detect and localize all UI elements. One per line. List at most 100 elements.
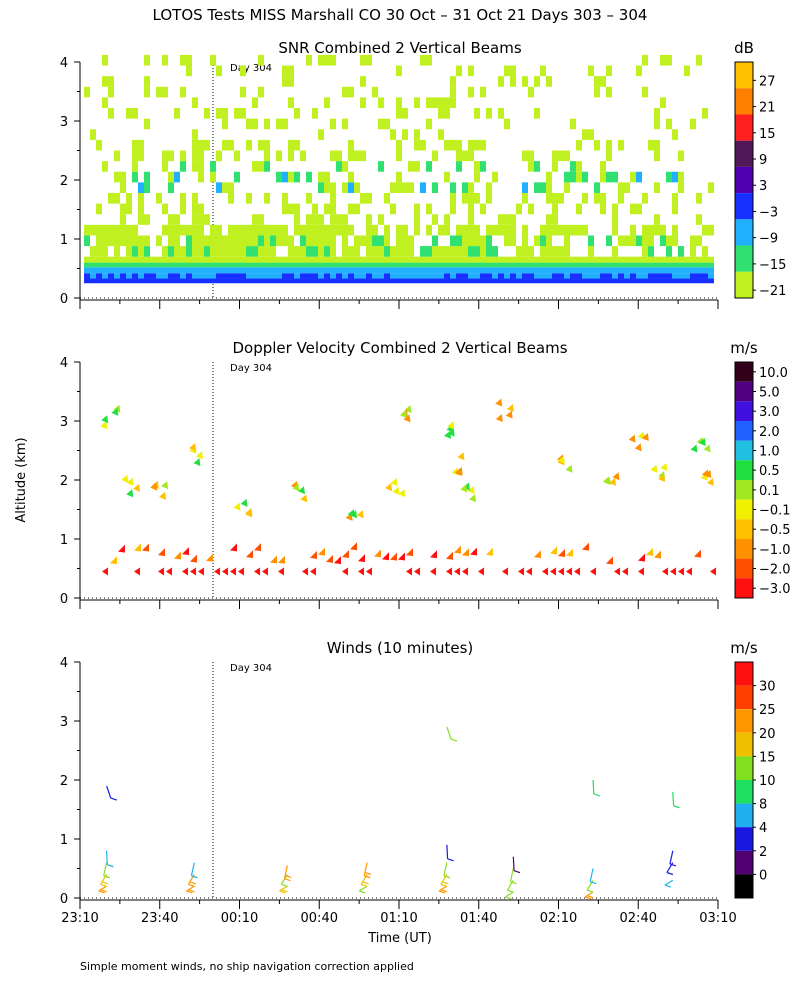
snr-cell — [486, 192, 492, 204]
colorbar-swatch — [735, 756, 753, 780]
snr-cell — [558, 267, 564, 274]
snr-cell — [396, 235, 402, 247]
snr-cell — [600, 278, 606, 284]
wind-barb-flag — [443, 875, 451, 879]
snr-cell — [234, 273, 240, 279]
snr-cell — [312, 262, 318, 268]
snr-cell — [594, 86, 600, 98]
y-tick-label: 0 — [60, 292, 68, 307]
snr-cell — [372, 256, 378, 263]
doppler-mark — [398, 552, 405, 561]
snr-cell — [162, 278, 168, 284]
snr-cell — [528, 150, 534, 162]
snr-cell — [174, 267, 180, 274]
panel-2: 0 1 2 3 4 Day 304 10.0 5.0 3.0 2.0 1.0 0.5 0.1 −0.1 −0… — [60, 356, 791, 609]
wind-barb-flag — [438, 890, 446, 894]
snr-cell — [462, 267, 468, 274]
snr-cell — [330, 235, 336, 247]
snr-cell — [522, 150, 528, 162]
doppler-mark — [404, 405, 412, 414]
wind-barb-flag — [107, 864, 114, 868]
snr-cell — [474, 139, 480, 151]
colorbar-swatch — [735, 219, 753, 246]
snr-cell — [474, 267, 480, 274]
snr-cell — [468, 65, 474, 77]
snr-cell — [270, 256, 276, 263]
snr-cell — [414, 224, 420, 236]
snr-cell — [438, 278, 444, 284]
snr-cell — [156, 273, 162, 279]
colorbar-swatch — [735, 193, 753, 220]
snr-cell — [450, 256, 456, 263]
snr-cell — [426, 97, 432, 109]
snr-cell — [360, 273, 366, 279]
day-marker-label: Day 304 — [230, 363, 272, 374]
snr-cell — [588, 256, 594, 263]
snr-cell — [480, 278, 486, 284]
snr-cell — [120, 273, 126, 279]
wind-barb-flag — [505, 896, 512, 900]
snr-cell — [390, 256, 396, 263]
snr-cell — [540, 65, 546, 77]
wind-barb-flag — [359, 890, 366, 894]
snr-cell — [204, 262, 210, 268]
snr-cell — [570, 161, 576, 172]
snr-field — [84, 54, 714, 284]
snr-cell — [462, 246, 468, 257]
snr-cell — [228, 182, 234, 193]
snr-cell — [186, 278, 192, 284]
snr-cell — [588, 235, 594, 247]
snr-cell — [126, 192, 132, 204]
doppler-mark — [366, 567, 372, 576]
doppler-mark — [245, 509, 253, 518]
snr-cell — [492, 171, 498, 183]
snr-cell — [150, 262, 156, 268]
doppler-mark — [342, 549, 349, 558]
doppler-mark — [641, 433, 649, 442]
colorbar-frame — [734, 61, 754, 299]
snr-cell — [330, 192, 336, 204]
snr-cell — [594, 139, 600, 151]
snr-cell — [360, 278, 366, 284]
snr-cell — [504, 273, 510, 279]
snr-cell — [414, 214, 420, 225]
snr-cell — [120, 182, 126, 193]
snr-cell — [534, 76, 540, 87]
snr-cell — [288, 246, 294, 257]
snr-cell — [138, 214, 144, 225]
snr-cell — [576, 161, 582, 172]
snr-cell — [534, 273, 540, 279]
wind-barb-flag — [101, 881, 109, 885]
snr-cell — [570, 256, 576, 263]
y-tick-label: 4 — [60, 56, 68, 71]
snr-cell — [450, 203, 456, 215]
snr-cell — [678, 246, 684, 257]
snr-cell — [708, 256, 714, 263]
snr-cell — [510, 224, 516, 236]
snr-cell — [378, 278, 384, 284]
snr-cell — [222, 118, 228, 130]
snr-cell — [486, 256, 492, 263]
doppler-mark — [557, 455, 565, 464]
snr-cell — [456, 224, 462, 236]
snr-cell — [90, 256, 96, 263]
snr-cell — [342, 182, 348, 193]
snr-cell — [312, 224, 318, 236]
snr-cell — [294, 246, 300, 257]
snr-cell — [228, 246, 234, 257]
snr-cell — [114, 150, 120, 162]
snr-cell — [468, 192, 474, 204]
snr-cell — [318, 256, 324, 263]
snr-cell — [522, 235, 528, 247]
doppler-mark — [447, 428, 455, 437]
snr-cell — [306, 171, 312, 183]
snr-cell — [612, 256, 618, 263]
snr-cell — [102, 246, 108, 257]
snr-cell — [342, 224, 348, 236]
doppler-mark — [382, 552, 389, 561]
snr-cell — [114, 273, 120, 279]
snr-cell — [198, 161, 204, 172]
doppler-mark — [118, 544, 125, 553]
snr-cell — [246, 256, 252, 263]
